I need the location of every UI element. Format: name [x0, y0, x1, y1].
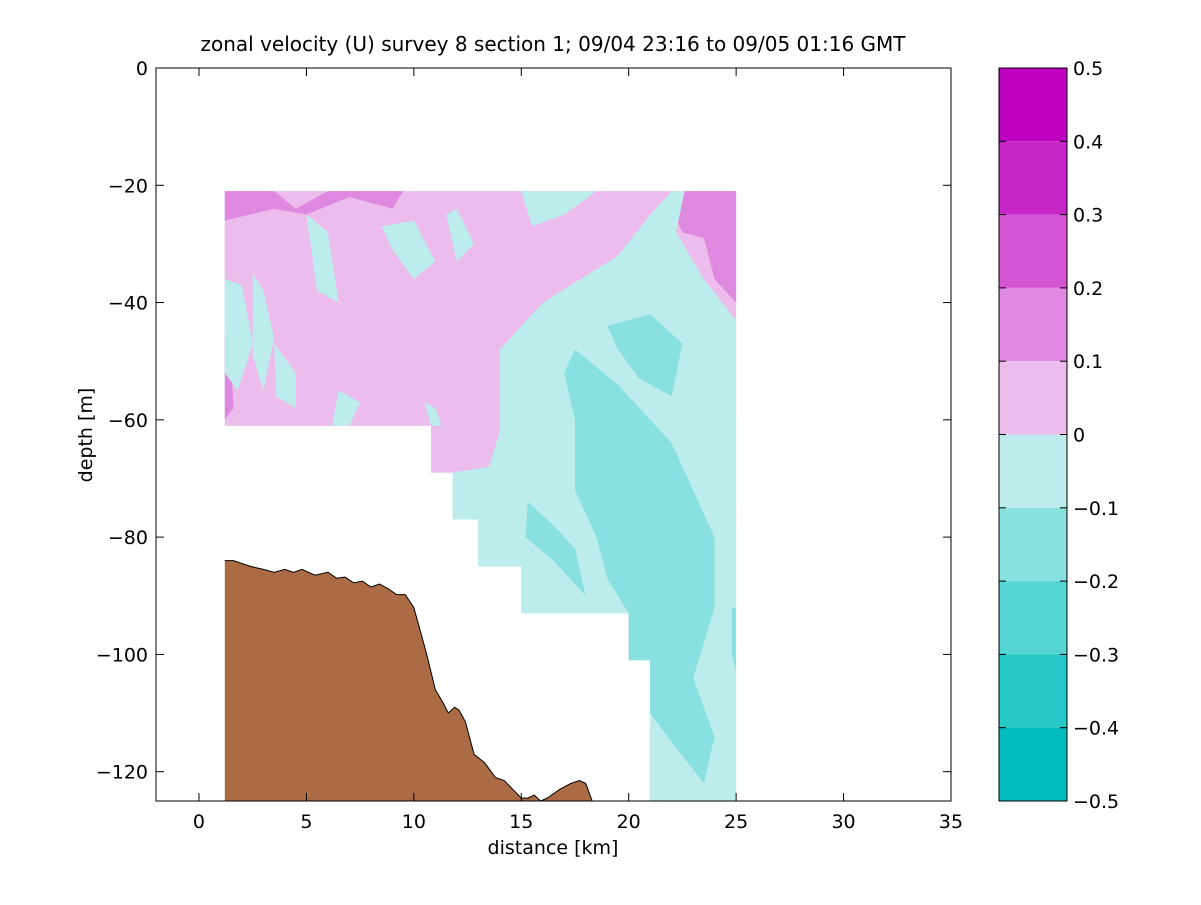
contour-region-6	[521, 191, 597, 227]
colorbar-level	[999, 141, 1067, 215]
colorbar-tick-label: −0.4	[1073, 718, 1119, 740]
chart-title: zonal velocity (U) survey 8 section 1; 0…	[200, 32, 906, 56]
y-tick-label: −100	[96, 644, 148, 666]
colorbar-level	[999, 654, 1067, 728]
colorbar-level	[999, 507, 1067, 582]
contour-region-1	[224, 191, 404, 221]
colorbar-tick-label: −0.5	[1073, 791, 1119, 813]
seabed-fill	[224, 560, 593, 801]
colorbar-level	[999, 214, 1067, 288]
plot-area: 0 5 10 15 20 25 30 35 0 −20 −40 −60 −80 −100 −120	[96, 58, 963, 833]
y-tick-label: −120	[96, 762, 148, 784]
colorbar-tick-label: 0.3	[1073, 205, 1103, 227]
colorbar-tick-label: 0.1	[1073, 351, 1103, 373]
y-tick-label: 0	[136, 58, 148, 80]
y-tick-label: −60	[108, 410, 148, 432]
x-tick-label: 10	[402, 811, 426, 833]
colorbar-level	[999, 434, 1067, 508]
axes-frame	[155, 67, 952, 802]
x-tick-label: 5	[300, 811, 312, 833]
seabed-layer	[224, 560, 593, 801]
x-tick-label: 0	[193, 811, 205, 833]
colorbar-ticks: 0.5 0.4 0.3 0.2 0.1 0 −0.1 −0.2 −0.3 −0.4 −0.5	[999, 58, 1119, 813]
colorbar-tick-label: −0.3	[1073, 644, 1119, 666]
colorbar-level	[999, 287, 1067, 362]
x-tick-label: 25	[724, 811, 748, 833]
y-axis-ticks: 0 −20 −40 −60 −80 −100 −120	[96, 58, 951, 784]
y-tick-label: −40	[108, 293, 148, 315]
x-axis-label: distance [km]	[488, 837, 619, 859]
colorbar-tick-label: 0.2	[1073, 278, 1103, 300]
x-tick-label: 15	[509, 811, 533, 833]
contour-region-7	[381, 220, 436, 280]
colorbar-level	[999, 361, 1067, 435]
x-tick-label: 20	[617, 811, 641, 833]
contour-fill-layer	[224, 191, 737, 801]
x-tick-label: 35	[939, 811, 963, 833]
contour-region-11	[252, 273, 275, 391]
colorbar-tick-label: 0.5	[1073, 58, 1103, 80]
y-axis-label: depth [m]	[75, 388, 97, 483]
x-axis-ticks: 0 5 10 15 20 25 30 35	[193, 68, 963, 833]
colorbar-level	[999, 68, 1067, 142]
colorbar-level	[999, 581, 1067, 655]
y-tick-label: −20	[108, 175, 148, 197]
contour-region-13	[332, 390, 361, 426]
contour-region-2	[671, 191, 737, 303]
x-tick-label: 30	[831, 811, 855, 833]
contour-region-19	[731, 607, 737, 672]
contour-region-14	[424, 402, 442, 426]
seabed-outline	[224, 560, 593, 801]
y-tick-label: −80	[108, 527, 148, 549]
contour-region-8	[446, 208, 474, 262]
colorbar: 0.5 0.4 0.3 0.2 0.1 0 −0.1 −0.2 −0.3 −0.4 −0.5	[998, 58, 1119, 813]
colorbar-tick-label: 0	[1073, 425, 1085, 447]
colorbar-levels	[999, 68, 1067, 801]
colorbar-level	[999, 727, 1067, 801]
contour-region-9	[306, 214, 339, 303]
colorbar-tick-label: 0.4	[1073, 131, 1103, 153]
contour-region-17	[564, 349, 715, 784]
colorbar-tick-label: −0.2	[1073, 571, 1119, 593]
colorbar-tick-label: −0.1	[1073, 498, 1119, 520]
contour-region-18	[525, 501, 586, 596]
contour-region-10	[224, 279, 253, 391]
contour-region-16	[607, 314, 683, 397]
contour-region-12	[274, 343, 296, 409]
